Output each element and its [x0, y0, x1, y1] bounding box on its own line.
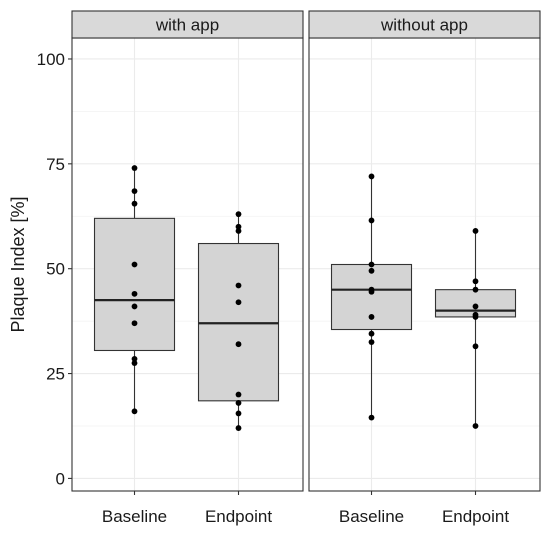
x-tick-label: Baseline	[339, 507, 404, 526]
data-point	[235, 341, 242, 348]
y-tick-label: 100	[37, 50, 65, 69]
data-point	[131, 355, 138, 362]
data-point	[235, 410, 242, 417]
facet-label: with app	[155, 16, 219, 35]
facet-label: without app	[380, 16, 468, 35]
data-point	[131, 408, 138, 415]
data-point	[472, 303, 479, 310]
facet-strip	[308, 10, 541, 39]
data-point	[235, 391, 242, 398]
data-point	[472, 286, 479, 293]
data-point	[131, 188, 138, 194]
y-axis-title: Plaque Index [%]	[8, 196, 28, 332]
data-point	[472, 278, 479, 285]
data-point	[131, 200, 138, 207]
data-point	[131, 261, 138, 268]
data-point	[368, 330, 375, 337]
data-point	[368, 173, 375, 180]
data-point	[131, 360, 138, 366]
data-point	[472, 314, 479, 320]
data-point	[235, 211, 242, 218]
y-tick-label: 0	[56, 469, 65, 488]
x-tick-label: Baseline	[102, 507, 167, 526]
data-point	[131, 290, 138, 297]
data-point	[368, 261, 375, 268]
data-point	[235, 425, 242, 431]
data-point	[368, 217, 375, 224]
data-point	[368, 288, 375, 295]
y-tick-label: 75	[46, 155, 65, 174]
data-point	[235, 400, 242, 406]
data-point	[131, 303, 138, 310]
data-point	[368, 267, 375, 274]
data-point	[235, 282, 242, 289]
box	[93, 217, 176, 352]
data-point	[472, 228, 479, 234]
data-point	[368, 414, 375, 421]
data-point	[368, 314, 375, 320]
y-tick-label: 50	[46, 260, 65, 279]
data-point	[235, 223, 242, 230]
x-tick-label: Endpoint	[205, 507, 272, 526]
data-point	[235, 228, 242, 234]
data-point	[472, 423, 479, 429]
data-point	[368, 339, 375, 345]
data-point	[131, 320, 138, 327]
data-point	[472, 343, 479, 350]
data-point	[235, 299, 242, 306]
x-tick-label: Endpoint	[442, 507, 509, 526]
facet-strip	[71, 10, 304, 39]
data-point	[131, 165, 138, 171]
y-tick-label: 25	[46, 365, 65, 384]
